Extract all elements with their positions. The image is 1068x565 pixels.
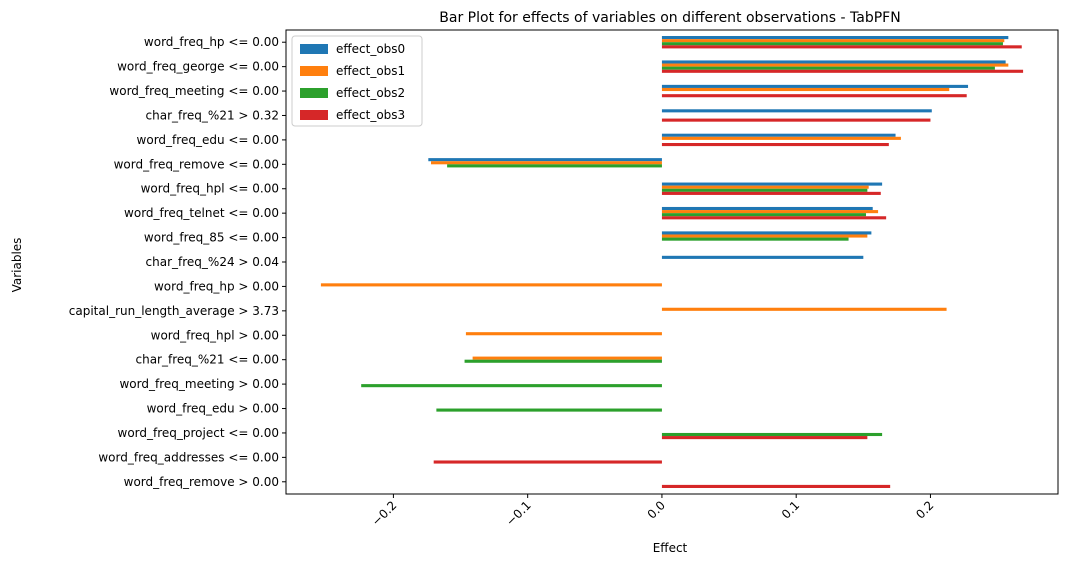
bar-effect_obs1-7 [661,210,879,214]
y-tick-label: word_freq_telnet <= 0.00 [124,206,279,220]
bar-effect_obs1-1 [661,63,1009,67]
bar-effect_obs0-9 [661,255,864,259]
bar-effect_obs0-7 [661,206,873,211]
bar-effect_obs1-6 [661,185,869,189]
x-tick-label: 0.1 [779,498,802,521]
bar-effect_obs2-14 [361,384,662,388]
bar-effect_obs3-6 [661,191,881,195]
bar-effect_obs3-3 [661,118,931,122]
bar-effect_obs2-15 [436,408,662,412]
bar-effect_obs3-0 [661,45,1022,49]
bar-effect_obs0-5 [428,158,662,162]
x-axis: −0.2 −0.1 0.0 0.1 0.2 [369,494,937,529]
bar-effect_obs1-4 [661,136,901,140]
bar-effect_obs3-7 [661,216,887,220]
y-tick-label: capital_run_length_average > 3.73 [69,304,279,318]
bar-effect_obs0-1 [661,60,1006,64]
y-axis: word_freq_hp <= 0.00 word_freq_george <= … [69,35,286,489]
y-tick-label: word_freq_edu <= 0.00 [137,133,279,147]
bar-effect_obs2-16 [661,432,883,437]
bar-effect_obs1-12 [465,332,662,336]
bar-effect_obs2-7 [661,213,867,217]
bar-effect_obs2-5 [447,164,662,168]
bar-effect_obs3-1 [661,69,1024,73]
y-tick-label: word_freq_remove > 0.00 [124,475,279,489]
y-tick-label: word_freq_project <= 0.00 [118,426,280,440]
legend-swatch-effect_obs0 [300,44,328,54]
bar-effect_obs3-18 [661,484,891,488]
y-tick-label: word_freq_addresses <= 0.00 [98,450,279,464]
bar-effect_obs2-0 [661,42,1003,46]
x-tick-label: 0.2 [913,498,936,521]
legend-swatch-effect_obs3 [300,110,328,120]
bar-effect_obs0-4 [661,133,896,137]
bar-effect_obs2-6 [661,188,868,192]
bar-effect_obs3-4 [661,142,889,147]
y-tick-label: word_freq_hpl <= 0.00 [141,182,279,196]
chart-title: Bar Plot for effects of variables on dif… [439,10,900,26]
legend: effect_obs0 effect_obs1 effect_obs2 effect_… [291,35,423,127]
x-axis-label: Effect [653,541,688,555]
y-tick-label: char_freq_%21 > 0.32 [146,108,279,122]
y-tick-label: char_freq_%24 > 0.04 [146,255,279,269]
y-axis-label: Variables [10,238,24,293]
bar-effect_obs1-13 [472,356,662,360]
bar-effect_obs1-5 [431,161,662,165]
legend-swatch-effect_obs1 [300,66,328,76]
bar-effect_obs2-1 [661,66,995,70]
y-tick-label: word_freq_hp > 0.00 [154,279,279,293]
y-tick-label: word_freq_george <= 0.00 [117,60,279,74]
bar-effect_obs0-8 [661,231,872,235]
y-tick-label: word_freq_hp <= 0.00 [144,35,279,49]
bar-effect_obs3-17 [433,460,662,464]
bar-effect_obs0-3 [661,109,932,113]
bar-effect_obs1-8 [661,234,868,238]
legend-label-effect_obs1: effect_obs1 [336,64,405,78]
legend-label-effect_obs0: effect_obs0 [336,42,405,56]
x-tick-label: 0.0 [645,498,668,521]
bars-layer [320,36,1024,488]
x-tick-label: −0.2 [369,498,400,529]
legend-label-effect_obs3: effect_obs3 [336,108,405,122]
bar-effect_obs2-13 [464,359,662,363]
bar-effect_obs3-2 [661,94,967,98]
y-tick-label: char_freq_%21 <= 0.00 [135,353,279,367]
legend-frame [291,35,423,127]
y-tick-label: word_freq_meeting > 0.00 [119,377,279,391]
bar-effect_obs3-16 [661,436,868,440]
x-tick-label: −0.1 [503,498,534,529]
legend-label-effect_obs2: effect_obs2 [336,86,405,100]
bar-effect_obs1-2 [661,87,950,92]
bar-effect_obs1-0 [661,39,1005,43]
bar-effect_obs1-10 [320,283,662,287]
bar-effect_obs2-8 [661,237,849,241]
y-tick-label: word_freq_85 <= 0.00 [144,231,279,245]
y-tick-label: word_freq_remove <= 0.00 [114,157,279,171]
bar-effect_obs1-11 [661,307,947,311]
bar-effect_obs0-6 [661,182,883,186]
legend-swatch-effect_obs2 [300,88,328,98]
bar-effect_obs0-0 [661,36,1009,40]
bar-effect_obs0-2 [661,84,969,88]
y-tick-label: word_freq_meeting <= 0.00 [109,84,279,98]
y-tick-label: word_freq_edu > 0.00 [147,402,279,416]
y-tick-label: word_freq_hpl > 0.00 [151,328,279,342]
